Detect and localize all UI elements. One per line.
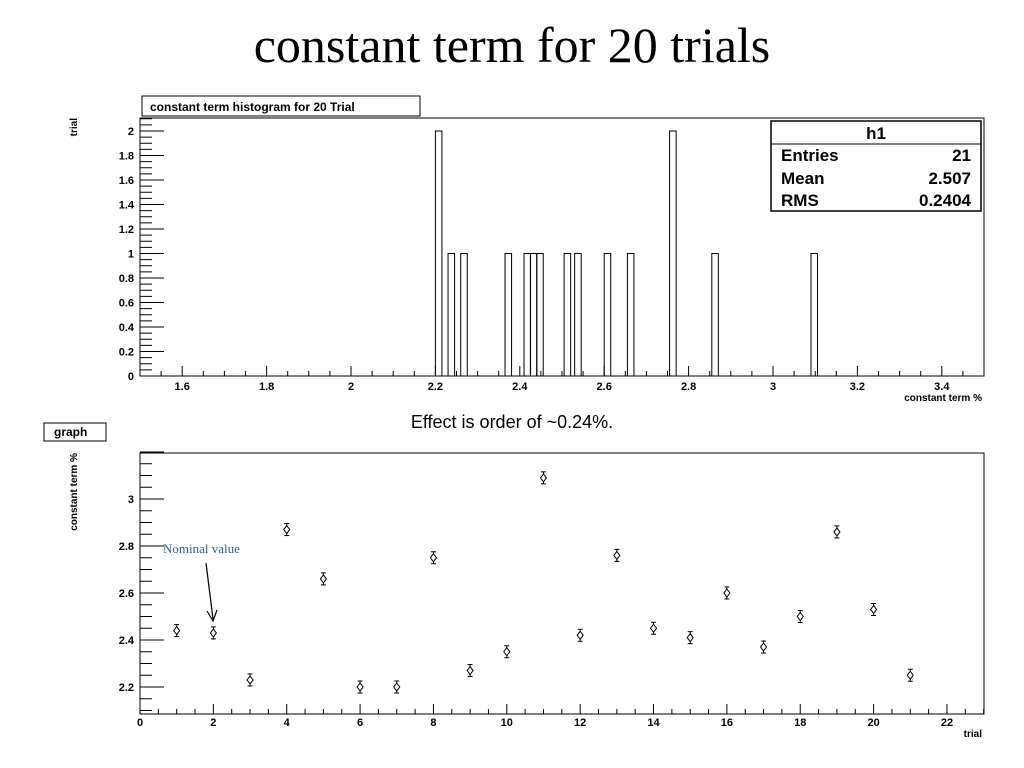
histogram-y-tick-label: 0.8 [119,273,134,285]
stats-mean-value: 2.507 [928,169,971,188]
graph-x-tick-label: 14 [647,717,660,729]
graph-point [833,527,841,537]
graph-point [209,628,217,638]
annotation-arrowhead [206,609,218,623]
stats-rms-value: 0.2404 [919,191,972,210]
histogram-y-tick-label: 2 [128,126,134,138]
histogram-bar [574,253,582,377]
graph-x-tick-label: 2 [210,717,216,729]
histogram-bar [460,253,468,377]
stats-mean-label: Mean [781,169,824,188]
histogram-bar [434,130,443,377]
graph-point [356,682,364,692]
histogram-bar [529,253,538,377]
graph-point [393,682,401,692]
stats-rms-label: RMS [781,191,819,210]
graph-point [539,473,548,483]
histogram-ylabel: trial [69,118,80,137]
histogram-x-tick-label: 3.2 [850,381,865,393]
histogram-x-tick-label: 2.6 [597,381,612,393]
graph-x-tick-label: 6 [357,717,363,729]
graph-x-tick-label: 22 [941,717,953,729]
histogram-bar [447,253,456,377]
histogram-y-tick-label: 1 [128,249,134,261]
stats-box [770,120,982,212]
annotation-arrow [205,562,214,620]
histogram-x-tick-label: 3 [770,381,776,393]
graph-x-tick-label: 8 [430,717,436,729]
graph-y-tick-label: 2.8 [119,541,134,553]
graph-x-tick-label: 20 [867,717,879,729]
graph-point [283,524,291,535]
graph-x-tick-label: 18 [794,717,806,729]
graph-point [613,550,621,561]
graph-title: graph [54,425,87,439]
graph-x-tick-label: 12 [574,717,586,729]
histogram-x-tick-label: 2.4 [512,381,528,393]
histogram-bar [504,253,513,377]
graph-y-tick-label: 3 [128,494,134,506]
histogram-y-tick-label: 0.4 [119,322,135,334]
histogram-bar [669,130,677,377]
histogram-y-tick-label: 1.4 [119,200,135,212]
histogram-title-box [141,95,421,117]
graph-point [173,625,181,636]
graph-point [319,574,328,584]
histogram-xlabel: constant term % [904,393,982,404]
slide-caption: Effect is order of ~0.24%. [410,412,614,432]
graph-point [869,604,878,615]
histogram-y-tick-label: 1.6 [119,175,134,187]
histogram-bar [626,253,635,377]
graph-xlabel: trial [964,729,983,740]
histogram-y-tick-label: 0 [128,371,134,383]
graph-point [503,646,511,657]
graph-point [649,623,658,634]
histogram-x-tick-label: 2 [348,381,354,393]
histogram-bar [810,253,819,377]
stats-entries-label: Entries [781,146,839,165]
graph-point [906,670,914,681]
graph-y-tick-label: 2.4 [119,635,135,647]
graph-point [759,642,768,652]
histogram-bar [711,253,719,377]
graph-point [723,588,731,598]
histogram-y-tick-label: 0.2 [119,347,134,359]
histogram-x-tick-label: 2.2 [428,381,443,393]
graph-x-tick-label: 10 [501,717,513,729]
graph-x-tick-label: 0 [137,717,143,729]
histogram-y-tick-label: 0.6 [119,298,134,310]
histogram-y-tick-label: 1.8 [119,151,134,163]
histogram-bar [563,253,572,377]
stats-name: h1 [866,124,886,143]
histogram-title: constant term histogram for 20 Trial [150,100,355,114]
histogram-bar [536,253,544,377]
graph-title-box [43,422,107,442]
graph-y-tick-label: 2.6 [119,588,134,600]
graph-frame [139,452,985,715]
histogram-x-tick-label: 1.6 [175,381,190,393]
histogram-x-tick-label: 1.8 [259,381,274,393]
graph-point [576,630,584,641]
histogram-bar [603,253,612,377]
graph-y-tick-label: 2.2 [119,682,134,694]
graph-point [686,632,694,643]
histogram-x-tick-label: 2.8 [681,381,696,393]
graph-x-tick-label: 4 [284,717,291,729]
slide-title: constant term for 20 trials [253,17,771,73]
graph-point [429,552,438,563]
histogram-bar [523,253,532,377]
histogram-y-tick-label: 1.2 [119,224,134,236]
graph-ylabel: constant term % [69,453,80,531]
histogram-x-tick-label: 3.4 [934,381,950,393]
graph-point [796,611,804,622]
graph-point [466,665,474,676]
stats-entries-value: 21 [952,146,971,165]
graph-point [246,675,254,685]
annotation-text: Nominal value [163,541,240,556]
graph-x-tick-label: 16 [721,717,733,729]
